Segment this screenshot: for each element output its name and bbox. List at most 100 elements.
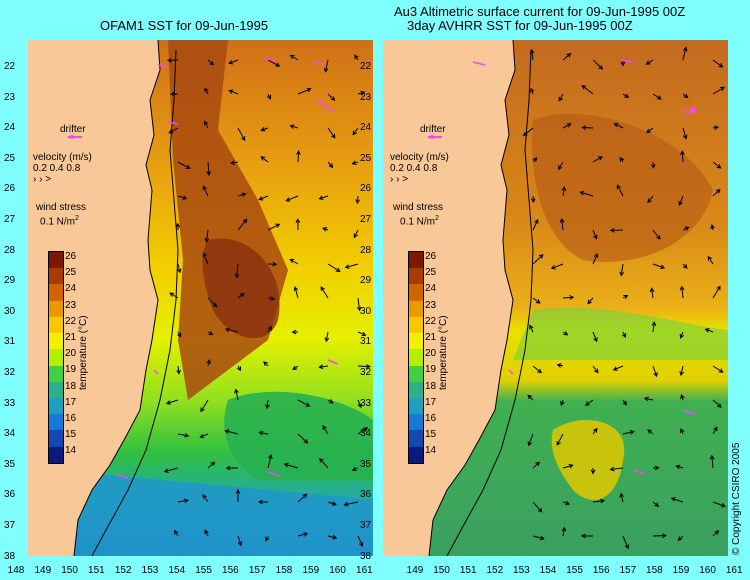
arrow-icon [229,160,239,166]
arrow-icon [357,427,369,435]
colorbar-swatch [49,430,63,447]
arrow-icon [677,535,684,541]
latitude-label: 26 [4,183,16,195]
arrow-icon [682,263,688,269]
arrow-icon [532,297,541,304]
arrow-icon [712,530,720,537]
arrow-icon [652,93,662,100]
arrow-icon [291,329,299,335]
cool-band [224,391,373,480]
left-map-panel[interactable] [28,40,373,556]
colorbar-swatch [409,333,423,350]
colorbar-swatch [409,430,423,447]
arrow-icon [682,127,688,140]
arrow-icon [327,399,334,404]
arrow-icon [327,263,341,272]
latitude-label: 27 [360,214,372,225]
arrow-icon [560,399,565,407]
latitude-label: 32 [360,367,372,378]
arrow-icon [619,156,624,163]
shelf-contour [91,49,179,556]
arrow-icon [682,226,690,231]
arrow-icon [532,218,539,231]
velocity-legend-values-right: 0.2 0.4 0.8 [390,163,438,174]
arrow-icon [652,229,661,240]
colorbar-swatch [49,333,63,350]
arrow-icon [235,488,241,503]
longitude-label: 150 [433,565,450,576]
arrow-icon [558,161,564,171]
arrow-icon [343,501,359,507]
latitude-label: 38 [4,550,16,562]
arrow-icon [200,399,209,413]
arrow-icon [621,331,627,339]
colorbar-tick-label: 23 [65,299,77,311]
colorbar-tick-label: 16 [65,413,77,424]
arrow-icon [532,254,544,265]
arrow-icon [529,324,534,333]
arrow-icon [592,427,598,435]
arrow-icon [357,364,371,369]
colorbar-swatch [409,316,423,334]
arrow-icon [351,466,359,472]
arrow-icon [206,358,212,367]
arrow-icon [202,185,209,197]
arrow-icon [647,195,654,204]
drifter-legend-label-right: drifter [420,124,446,135]
arrow-icon [202,252,209,265]
wind-legend-title-right: wind stress [393,202,444,213]
arrow-icon [646,127,654,134]
latitude-label: 25 [360,152,372,164]
arrow-icon [166,58,179,63]
right-map-panel[interactable] [383,40,728,556]
longitude-label: 158 [275,565,293,576]
arrow-icon [592,498,606,504]
velocity-legend-arrows: › › > [33,174,52,185]
latitude-label: 22 [4,61,16,72]
arrow-icon [202,494,209,503]
longitude-label: 152 [486,565,504,576]
arrow-icon [712,59,724,68]
arrow-icon [609,466,624,472]
arrow-icon [592,253,599,265]
arrow-icon [562,500,571,506]
arrow-icon [357,90,366,96]
arrow-icon [327,534,338,540]
arrow-icon [704,328,714,333]
colorbar-swatch [49,316,63,334]
arrow-icon [613,122,624,129]
arrow-icon [265,535,270,542]
arrow-icon [556,433,564,446]
colorbar-tick-label: 18 [65,380,77,392]
arrow-icon [322,227,329,232]
colorbar-swatch [409,446,423,463]
latitude-label: 35 [4,458,16,470]
arrow-icon [529,48,535,61]
arrow-icon [584,399,594,406]
arrow-icon [165,399,179,405]
right-panel-title-line2: 3day AVHRR SST for 09-Jun-1995 00Z [407,18,633,33]
arrow-icon [177,195,188,200]
arrow-icon [293,286,299,299]
velocity-legend-arrows-right: › › > [390,174,409,185]
arrow-icon [320,286,329,299]
arrow-icon [237,292,245,299]
arrow-icon [712,125,720,131]
arrow-icon [619,263,625,277]
arrow-icon [237,192,247,197]
arrow-icon [556,363,564,368]
colorbar-swatch [49,446,63,463]
arrow-icon [322,425,329,435]
colorbar-left [48,251,64,464]
arrow-icon [297,433,309,444]
arrow-icon [237,535,243,547]
arrow-icon [203,120,209,129]
colorbar-tick-label: 19 [425,364,437,376]
colorbar-swatch [49,414,63,431]
green-band [513,307,728,360]
arrow-icon [297,399,311,407]
arrow-icon [327,501,337,506]
drifter-legend-label: drifter [60,124,86,135]
velocity-arrows [163,54,371,547]
longitude-label: 155 [566,565,583,576]
